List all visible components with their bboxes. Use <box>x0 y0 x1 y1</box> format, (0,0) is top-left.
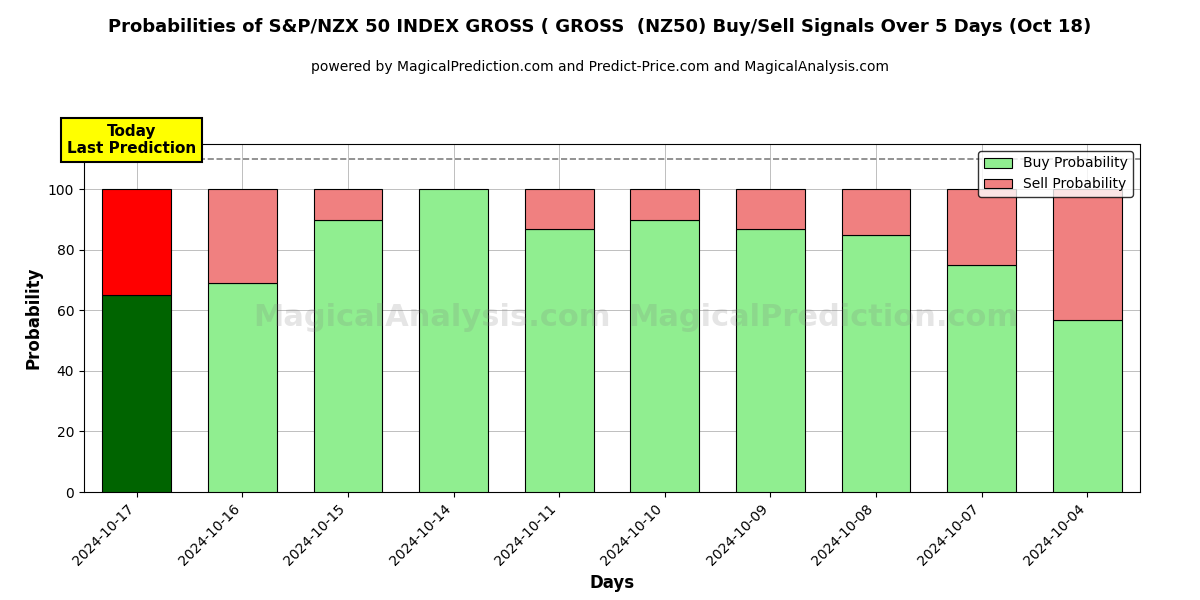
Bar <box>313 190 383 220</box>
Bar <box>208 283 277 492</box>
X-axis label: Days: Days <box>589 574 635 592</box>
Bar <box>102 190 172 295</box>
Bar <box>524 229 594 492</box>
Text: Probabilities of S&P/NZX 50 INDEX GROSS ( GROSS  (NZ50) Buy/Sell Signals Over 5 : Probabilities of S&P/NZX 50 INDEX GROSS … <box>108 18 1092 36</box>
Bar <box>947 265 1016 492</box>
Bar <box>102 295 172 492</box>
Text: MagicalPrediction.com: MagicalPrediction.com <box>628 304 1019 332</box>
Bar <box>630 220 700 492</box>
Bar <box>419 190 488 492</box>
Text: powered by MagicalPrediction.com and Predict-Price.com and MagicalAnalysis.com: powered by MagicalPrediction.com and Pre… <box>311 60 889 74</box>
Y-axis label: Probability: Probability <box>24 267 42 369</box>
Text: Today
Last Prediction: Today Last Prediction <box>67 124 196 156</box>
Bar <box>208 190 277 283</box>
Bar <box>630 190 700 220</box>
Bar <box>736 190 805 229</box>
Text: MagicalAnalysis.com: MagicalAnalysis.com <box>253 304 611 332</box>
Legend: Buy Probability, Sell Probability: Buy Probability, Sell Probability <box>978 151 1133 197</box>
Bar <box>947 190 1016 265</box>
Bar <box>841 190 911 235</box>
Bar <box>841 235 911 492</box>
Bar <box>313 220 383 492</box>
Bar <box>1052 320 1122 492</box>
Bar <box>1052 190 1122 320</box>
Bar <box>736 229 805 492</box>
Bar <box>524 190 594 229</box>
